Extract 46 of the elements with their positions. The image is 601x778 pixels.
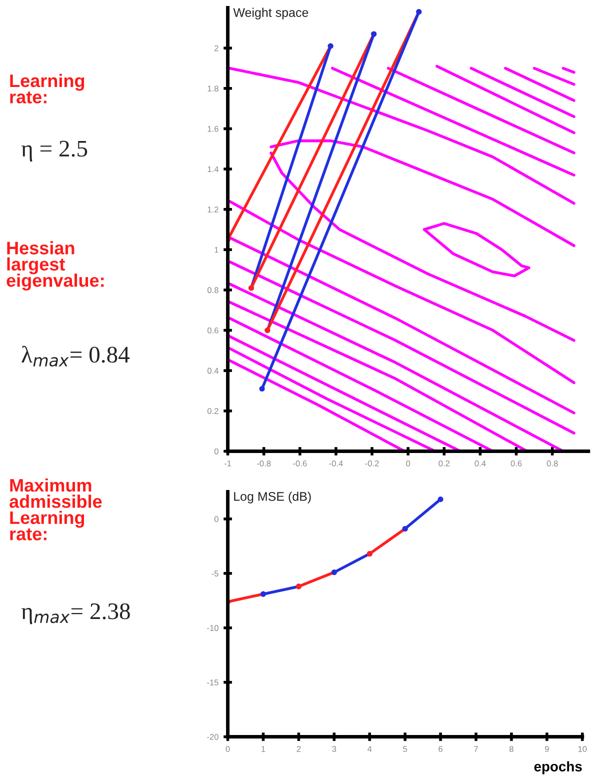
y-tick-label: -5 [212, 570, 218, 576]
y-tick-label: -10 [207, 625, 218, 631]
y-tick-label: -20 [207, 734, 218, 740]
y-tick-label: 1.4 [208, 166, 219, 172]
x-tick-label: 1 [262, 746, 266, 752]
y-tick-label: 0 [214, 448, 218, 454]
text: η = 2.5 [21, 140, 88, 162]
x-tick-label: 7 [474, 746, 478, 752]
x-tick-label: 0 [406, 460, 410, 466]
text: Learning rate: [10, 74, 84, 104]
y-tick-label: -15 [207, 680, 218, 686]
x-tick-label: 2 [296, 746, 301, 752]
x-tick-label: -0.6 [293, 460, 307, 466]
x-tick-label: 6 [438, 746, 442, 752]
x-tick-label: 9 [544, 746, 549, 752]
y-tick-label: 1.2 [208, 206, 218, 212]
y-tick-label: 2 [214, 45, 218, 52]
y-tick-label: 0.8 [207, 287, 218, 294]
chart-title: Weight space [233, 8, 308, 20]
y-tick-label: 1.8 [208, 86, 218, 92]
x-tick-label: -0.4 [329, 460, 343, 466]
text: Hessian largest eigenvalue: [6, 241, 104, 291]
y-tick-label: 0.2 [207, 408, 218, 414]
y-tick-label: 0 [214, 516, 218, 522]
y-tick-label: 1.6 [208, 126, 218, 132]
x-tick-label: 10 [578, 746, 587, 752]
x-tick-label: -0.2 [365, 460, 379, 466]
y-tick-label: 0.6 [207, 327, 218, 334]
text: λ$_{max}$= 0.84 [22, 346, 130, 367]
y-tick-label: 1 [214, 246, 218, 253]
x-tick-label: 0.4 [474, 460, 486, 466]
x-tick-label: -0.8 [257, 460, 271, 466]
x-tick-label: -1 [224, 460, 232, 466]
x-tick-label: 8 [509, 746, 514, 752]
x-axis-title: epochs [534, 761, 582, 774]
x-tick-label: 0.6 [510, 460, 522, 466]
x-tick-label: 5 [403, 746, 408, 752]
x-tick-label: 0.8 [546, 460, 558, 466]
x-tick-label: 0 [226, 746, 230, 752]
chart-title: Log MSE (dB) [234, 492, 311, 504]
x-tick-label: 0.2 [438, 460, 450, 466]
text: η$_{max}$= 2.38 [21, 603, 130, 624]
y-tick-label: 0.4 [207, 368, 219, 374]
text: Maximum admissible Learning rate: [10, 478, 102, 540]
x-tick-label: 3 [332, 746, 336, 752]
x-tick-label: 4 [367, 746, 372, 752]
